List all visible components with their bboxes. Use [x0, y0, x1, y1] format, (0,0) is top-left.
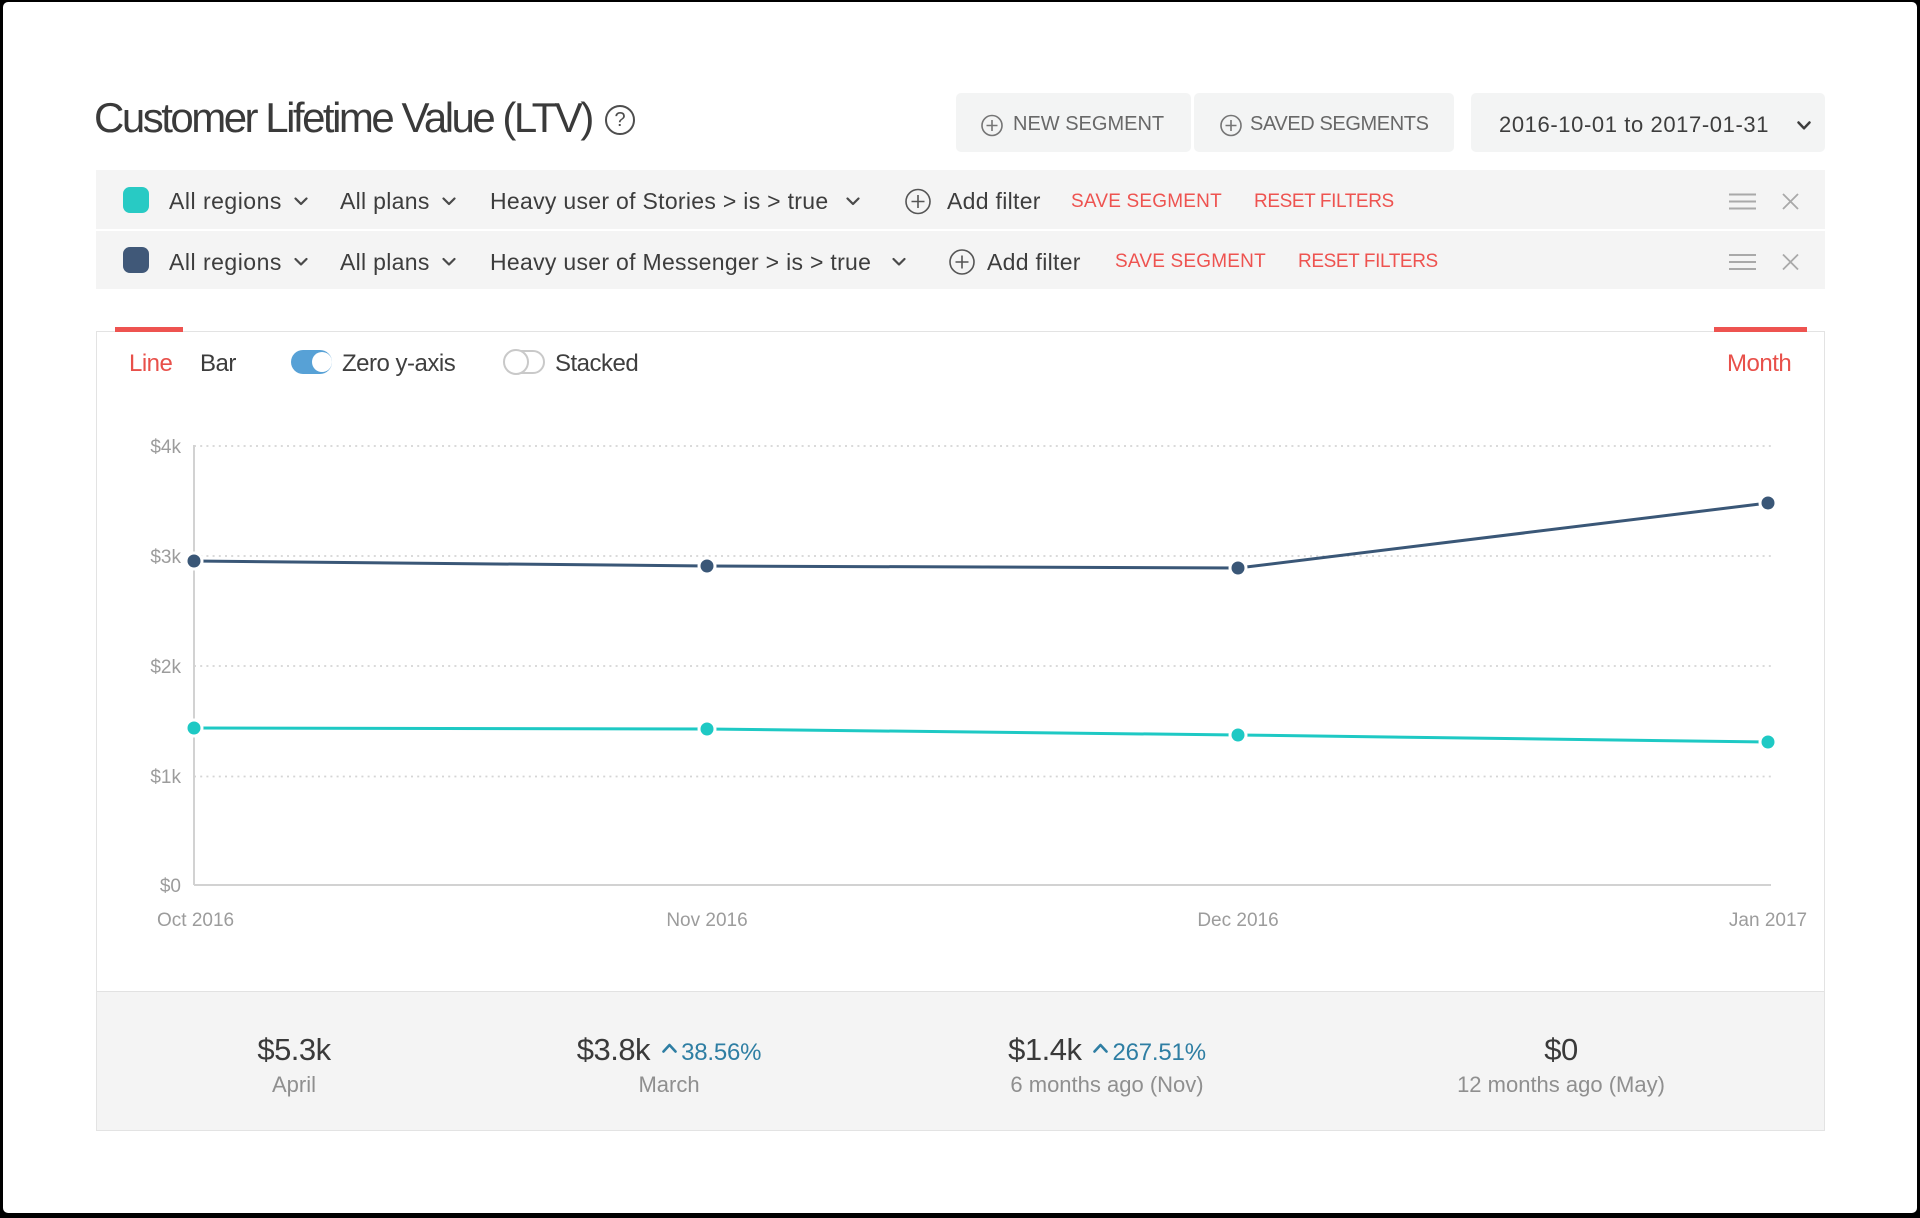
svg-text:Oct 2016: Oct 2016	[157, 910, 234, 931]
svg-text:$2k: $2k	[150, 657, 181, 678]
svg-text:$3k: $3k	[150, 547, 181, 568]
svg-text:Nov 2016: Nov 2016	[666, 910, 747, 931]
svg-text:Dec 2016: Dec 2016	[1197, 910, 1278, 931]
svg-text:$4k: $4k	[150, 437, 181, 458]
svg-text:Jan 2017: Jan 2017	[1729, 910, 1807, 931]
svg-text:$0: $0	[160, 876, 181, 897]
svg-text:$1k: $1k	[150, 767, 181, 788]
